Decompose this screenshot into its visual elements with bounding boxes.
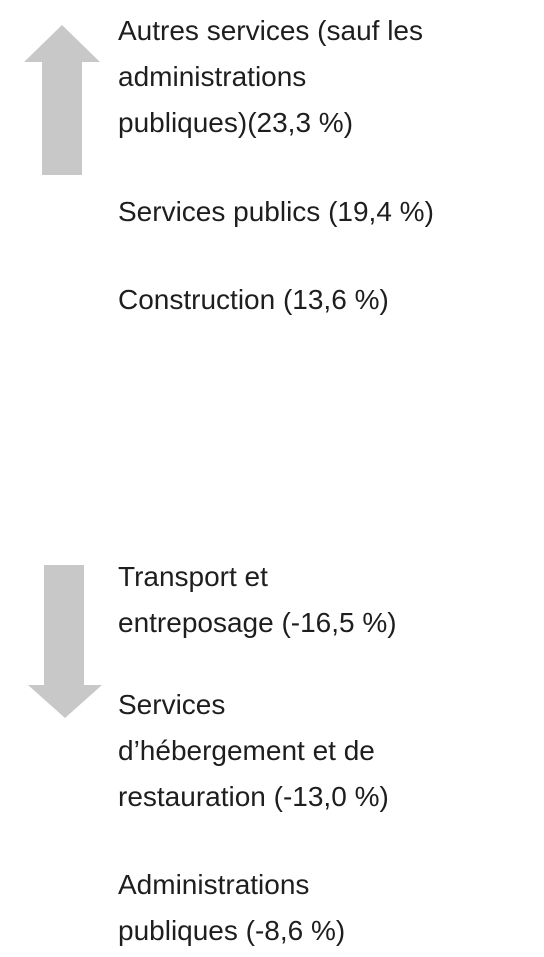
item-text: Autres services (sauf les: [118, 15, 423, 46]
item-text: publiques (-8,6 %): [118, 915, 346, 946]
list-item: Transport et entreposage (-16,5 %): [118, 554, 397, 646]
down-arrow: [28, 565, 102, 718]
item-text: Transport et: [118, 561, 268, 592]
up-arrow: [24, 25, 100, 175]
list-item: Construction (13,6 %): [118, 277, 389, 323]
list-item: Administrations publiques (-8,6 %): [118, 862, 345, 954]
item-text: Services publics (19,4 %): [118, 196, 434, 227]
list-item: Autres services (sauf les administrations…: [118, 8, 423, 146]
item-text: administrations: [118, 61, 307, 92]
item-text: Services: [118, 689, 226, 720]
item-text: Administrations: [118, 869, 310, 900]
item-text: entreposage (-16,5 %): [118, 607, 397, 638]
item-text: d’hébergement et de: [118, 735, 375, 766]
list-item: Services d’hébergement et de restauration …: [118, 682, 389, 820]
item-text: restauration (-13,0 %): [118, 781, 389, 812]
item-text: Construction (13,6 %): [118, 284, 389, 315]
item-text: publiques)(23,3 %): [118, 107, 354, 138]
list-item: Services publics (19,4 %): [118, 189, 434, 235]
